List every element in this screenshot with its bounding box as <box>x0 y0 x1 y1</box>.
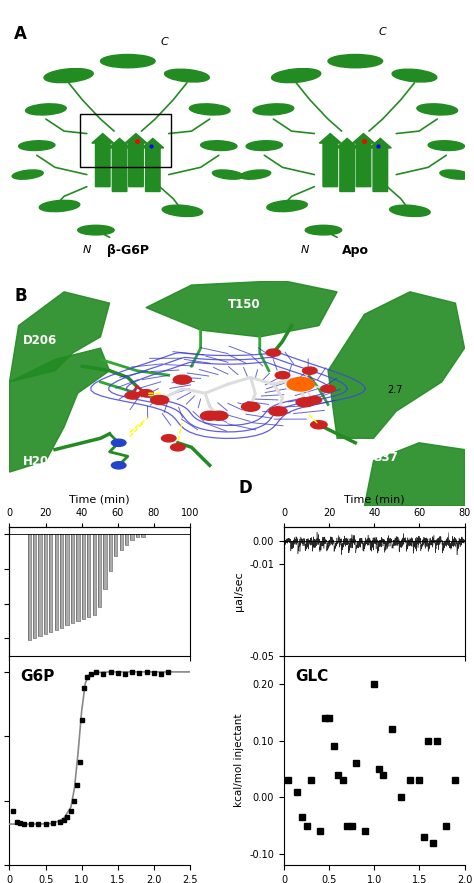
Ellipse shape <box>162 205 203 216</box>
Text: A: A <box>14 25 27 43</box>
Ellipse shape <box>417 104 457 115</box>
Text: Apo: Apo <box>342 244 369 257</box>
Circle shape <box>296 397 314 407</box>
Ellipse shape <box>164 69 210 82</box>
Text: E229: E229 <box>182 487 215 500</box>
Circle shape <box>162 434 176 442</box>
Circle shape <box>125 392 140 399</box>
Ellipse shape <box>390 205 430 216</box>
Text: D206: D206 <box>23 334 57 347</box>
Ellipse shape <box>100 55 155 68</box>
Ellipse shape <box>26 104 66 115</box>
X-axis label: Time (min): Time (min) <box>344 494 404 505</box>
Text: H205: H205 <box>23 456 57 468</box>
Circle shape <box>210 411 228 420</box>
FancyArrow shape <box>109 139 130 192</box>
Ellipse shape <box>328 55 383 68</box>
Text: C: C <box>160 36 168 47</box>
Circle shape <box>269 407 287 416</box>
Polygon shape <box>328 291 465 438</box>
Text: 2.7: 2.7 <box>387 385 403 396</box>
Ellipse shape <box>305 225 342 235</box>
Ellipse shape <box>272 69 321 83</box>
Circle shape <box>173 375 191 384</box>
Circle shape <box>311 420 327 429</box>
Polygon shape <box>9 348 109 472</box>
Text: B: B <box>14 287 27 306</box>
Ellipse shape <box>267 200 307 212</box>
FancyArrow shape <box>92 133 114 186</box>
Circle shape <box>139 389 153 396</box>
Text: T150: T150 <box>228 298 261 311</box>
Circle shape <box>307 396 322 404</box>
FancyArrow shape <box>353 133 374 186</box>
Circle shape <box>151 396 169 404</box>
Text: N: N <box>82 245 91 254</box>
Circle shape <box>111 462 126 469</box>
Circle shape <box>242 403 260 411</box>
Circle shape <box>302 367 317 374</box>
Ellipse shape <box>39 200 80 212</box>
Circle shape <box>171 443 185 451</box>
Ellipse shape <box>18 140 55 150</box>
Ellipse shape <box>253 104 294 115</box>
Ellipse shape <box>428 140 465 150</box>
Circle shape <box>266 349 281 356</box>
FancyArrow shape <box>369 139 391 192</box>
FancyArrow shape <box>142 139 164 192</box>
Circle shape <box>275 372 290 379</box>
Circle shape <box>111 439 126 447</box>
Ellipse shape <box>78 225 114 235</box>
Ellipse shape <box>212 170 244 179</box>
Polygon shape <box>9 291 109 382</box>
Y-axis label: kcal/mol injectant: kcal/mol injectant <box>234 713 244 807</box>
Polygon shape <box>146 281 337 337</box>
Ellipse shape <box>392 69 437 82</box>
Text: GLC: GLC <box>295 669 328 684</box>
Circle shape <box>321 385 335 392</box>
Text: N: N <box>301 245 310 254</box>
Ellipse shape <box>12 170 43 179</box>
Circle shape <box>287 377 314 391</box>
Ellipse shape <box>44 69 93 83</box>
Text: S37: S37 <box>374 451 398 464</box>
Ellipse shape <box>201 140 237 150</box>
Ellipse shape <box>440 170 471 179</box>
Ellipse shape <box>246 140 283 150</box>
FancyArrow shape <box>319 133 341 186</box>
Text: G6P: G6P <box>20 669 55 684</box>
X-axis label: Time (min): Time (min) <box>70 494 130 505</box>
Text: D: D <box>239 479 253 496</box>
Text: β-G6P: β-G6P <box>107 244 149 257</box>
Ellipse shape <box>190 104 230 115</box>
Text: C: C <box>379 27 386 37</box>
Y-axis label: μal/sec: μal/sec <box>234 572 244 611</box>
FancyArrow shape <box>125 133 147 186</box>
Ellipse shape <box>240 170 271 179</box>
Circle shape <box>201 411 219 420</box>
Polygon shape <box>365 442 465 506</box>
Bar <box>80 114 171 168</box>
FancyArrow shape <box>336 139 358 192</box>
